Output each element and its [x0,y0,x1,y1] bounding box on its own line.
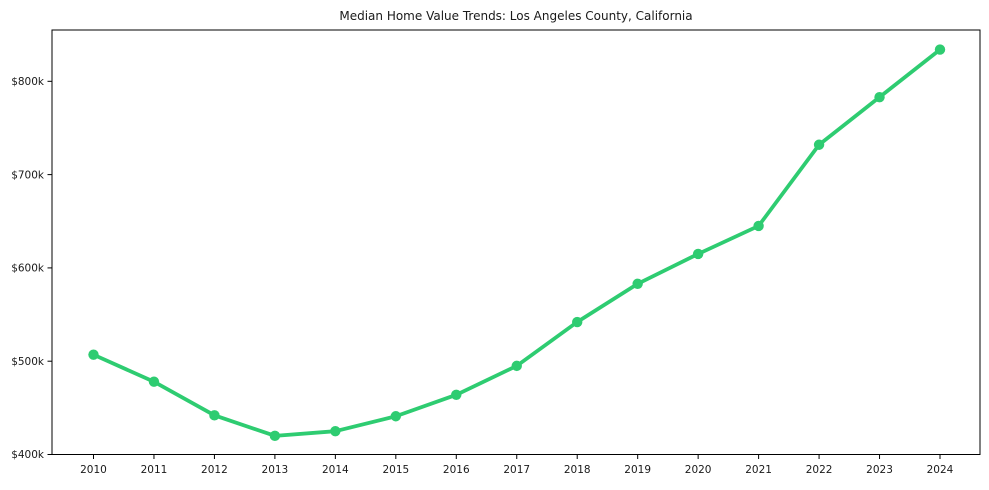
x-tick-label: 2019 [624,464,651,476]
data-point-marker [753,220,764,232]
data-point-marker [330,425,341,437]
data-point-marker [451,389,462,400]
data-point-marker [511,360,522,372]
y-tick-label: $700k [11,169,45,181]
x-tick-label: 2024 [927,464,954,476]
x-tick-label: 2021 [745,464,772,476]
x-tick-label: 2014 [322,464,349,476]
data-point-marker [148,376,160,387]
x-tick-label: 2020 [685,464,712,476]
data-point-marker [874,91,885,103]
data-point-marker [813,139,825,150]
x-tick-label: 2022 [806,464,833,476]
x-tick-label: 2015 [382,464,409,476]
y-tick-label: $500k [11,356,45,368]
chart-title: Median Home Value Trends: Los Angeles Co… [339,9,692,23]
y-tick-label: $600k [11,263,45,275]
chart-plot-layer: $400k $500k $600k $700k $800k 2010 2011 2012 201… [11,29,981,476]
data-point-marker [934,44,946,55]
x-tick-label: 2017 [503,464,530,476]
x-tick-label: 2016 [443,464,470,476]
x-tick-label: 2023 [866,464,893,476]
data-point-marker [632,278,643,289]
data-point-marker [390,411,402,422]
data-point-marker [269,430,281,442]
data-point-marker [88,349,99,360]
x-tick-label: 2018 [564,464,591,476]
data-point-marker [209,410,220,421]
x-tick-label: 2013 [262,464,289,476]
y-tick-label: $400k [11,449,45,461]
y-tick-label: $800k [11,76,45,88]
data-point-marker [692,248,704,260]
x-tick-label: 2012 [201,464,228,476]
plot-area [51,29,981,455]
x-tick-label: 2010 [80,464,107,476]
x-tick-label: 2011 [141,464,168,476]
data-point-marker [572,316,583,328]
